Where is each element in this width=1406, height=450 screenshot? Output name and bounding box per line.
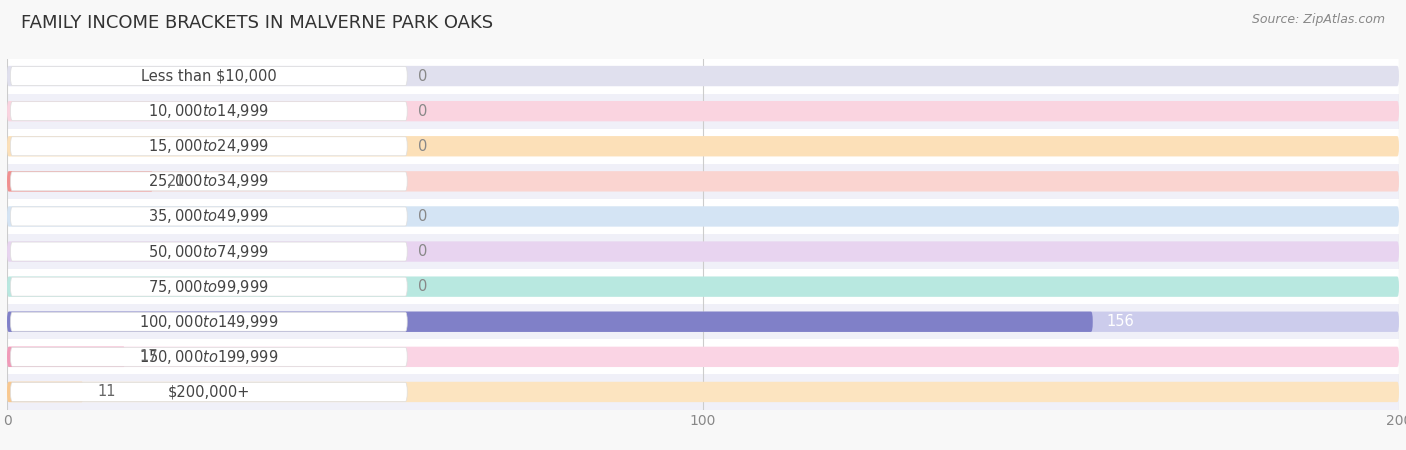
Text: $150,000 to $199,999: $150,000 to $199,999 bbox=[139, 348, 278, 366]
FancyBboxPatch shape bbox=[10, 207, 408, 226]
Bar bbox=[7, 339, 1399, 374]
Text: $10,000 to $14,999: $10,000 to $14,999 bbox=[149, 102, 270, 120]
FancyBboxPatch shape bbox=[10, 277, 408, 296]
Bar bbox=[7, 58, 1399, 94]
Text: $100,000 to $149,999: $100,000 to $149,999 bbox=[139, 313, 278, 331]
FancyBboxPatch shape bbox=[7, 311, 1399, 332]
Bar bbox=[7, 374, 1399, 410]
Text: $35,000 to $49,999: $35,000 to $49,999 bbox=[149, 207, 270, 225]
FancyBboxPatch shape bbox=[10, 242, 408, 261]
Bar bbox=[7, 94, 1399, 129]
FancyBboxPatch shape bbox=[7, 346, 125, 367]
Text: 0: 0 bbox=[418, 68, 427, 84]
FancyBboxPatch shape bbox=[7, 382, 1399, 402]
FancyBboxPatch shape bbox=[7, 382, 83, 402]
Text: 11: 11 bbox=[97, 384, 117, 400]
FancyBboxPatch shape bbox=[10, 137, 408, 156]
Text: 0: 0 bbox=[418, 279, 427, 294]
FancyBboxPatch shape bbox=[7, 311, 1092, 332]
Bar bbox=[7, 129, 1399, 164]
FancyBboxPatch shape bbox=[10, 347, 408, 366]
FancyBboxPatch shape bbox=[7, 101, 1399, 122]
FancyBboxPatch shape bbox=[10, 172, 408, 191]
Text: Less than $10,000: Less than $10,000 bbox=[141, 68, 277, 84]
Text: 17: 17 bbox=[139, 349, 157, 364]
FancyBboxPatch shape bbox=[7, 66, 1399, 86]
Bar bbox=[7, 269, 1399, 304]
Bar bbox=[7, 199, 1399, 234]
Text: 0: 0 bbox=[418, 209, 427, 224]
FancyBboxPatch shape bbox=[7, 206, 1399, 227]
Bar bbox=[7, 304, 1399, 339]
FancyBboxPatch shape bbox=[10, 382, 408, 401]
Text: 156: 156 bbox=[1107, 314, 1135, 329]
Text: $200,000+: $200,000+ bbox=[167, 384, 250, 400]
FancyBboxPatch shape bbox=[7, 136, 1399, 157]
FancyBboxPatch shape bbox=[10, 102, 408, 121]
Text: $25,000 to $34,999: $25,000 to $34,999 bbox=[149, 172, 270, 190]
Text: 0: 0 bbox=[418, 244, 427, 259]
Text: $50,000 to $74,999: $50,000 to $74,999 bbox=[149, 243, 270, 261]
Text: 21: 21 bbox=[167, 174, 186, 189]
Text: $15,000 to $24,999: $15,000 to $24,999 bbox=[149, 137, 270, 155]
FancyBboxPatch shape bbox=[7, 276, 1399, 297]
FancyBboxPatch shape bbox=[10, 67, 408, 86]
Text: FAMILY INCOME BRACKETS IN MALVERNE PARK OAKS: FAMILY INCOME BRACKETS IN MALVERNE PARK … bbox=[21, 14, 494, 32]
Bar bbox=[7, 234, 1399, 269]
FancyBboxPatch shape bbox=[7, 171, 1399, 192]
Text: $75,000 to $99,999: $75,000 to $99,999 bbox=[149, 278, 270, 296]
Text: Source: ZipAtlas.com: Source: ZipAtlas.com bbox=[1251, 14, 1385, 27]
FancyBboxPatch shape bbox=[7, 346, 1399, 367]
Text: 0: 0 bbox=[418, 104, 427, 119]
FancyBboxPatch shape bbox=[7, 171, 153, 192]
Bar bbox=[7, 164, 1399, 199]
FancyBboxPatch shape bbox=[10, 312, 408, 331]
Text: 0: 0 bbox=[418, 139, 427, 154]
FancyBboxPatch shape bbox=[7, 241, 1399, 262]
